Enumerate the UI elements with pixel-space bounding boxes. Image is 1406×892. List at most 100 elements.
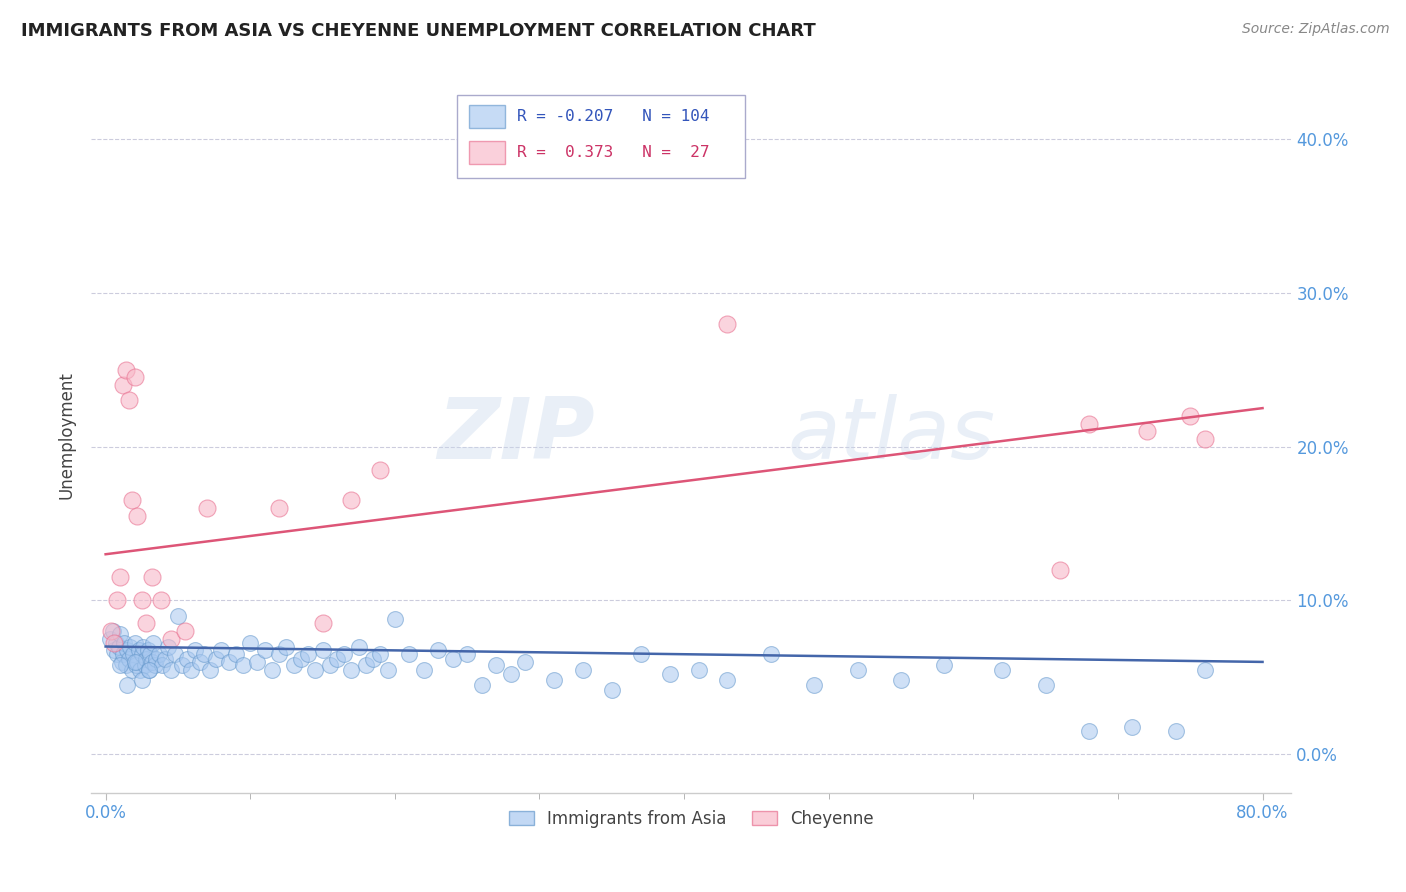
- Text: Source: ZipAtlas.com: Source: ZipAtlas.com: [1241, 22, 1389, 37]
- Point: [135, 616, 157, 631]
- Point: [172, 658, 194, 673]
- Point: [118, 393, 141, 408]
- Point: [117, 642, 139, 657]
- Point: [340, 663, 363, 677]
- Point: [499, 667, 522, 681]
- Point: [283, 658, 305, 673]
- Point: [107, 640, 129, 654]
- Point: [127, 655, 149, 669]
- Y-axis label: Unemployment: Unemployment: [58, 371, 75, 499]
- Point: [572, 663, 595, 677]
- Point: [121, 663, 143, 677]
- Point: [159, 632, 181, 646]
- Text: R =  0.373   N =  27: R = 0.373 N = 27: [517, 145, 710, 160]
- FancyBboxPatch shape: [470, 105, 505, 128]
- Point: [115, 658, 138, 673]
- Point: [108, 627, 131, 641]
- Point: [890, 673, 912, 688]
- Point: [195, 501, 218, 516]
- Point: [1078, 724, 1101, 739]
- Point: [103, 636, 125, 650]
- Point: [134, 658, 156, 673]
- Point: [125, 658, 148, 673]
- Point: [115, 362, 138, 376]
- Point: [122, 647, 145, 661]
- Point: [297, 647, 319, 661]
- Point: [149, 593, 172, 607]
- Point: [153, 652, 176, 666]
- Point: [117, 678, 139, 692]
- Point: [377, 663, 399, 677]
- Point: [1136, 424, 1159, 438]
- Text: IMMIGRANTS FROM ASIA VS CHEYENNE UNEMPLOYMENT CORRELATION CHART: IMMIGRANTS FROM ASIA VS CHEYENNE UNEMPLO…: [21, 22, 815, 40]
- Point: [128, 642, 150, 657]
- Point: [174, 624, 197, 639]
- Text: R = -0.207   N = 104: R = -0.207 N = 104: [517, 110, 710, 124]
- Point: [188, 655, 211, 669]
- Point: [716, 673, 738, 688]
- Legend: Immigrants from Asia, Cheyenne: Immigrants from Asia, Cheyenne: [502, 803, 880, 834]
- Point: [121, 493, 143, 508]
- Point: [225, 647, 247, 661]
- Point: [427, 642, 450, 657]
- Point: [148, 647, 170, 661]
- Point: [138, 663, 160, 677]
- Point: [658, 667, 681, 681]
- Point: [124, 655, 146, 669]
- Point: [688, 663, 710, 677]
- Point: [370, 463, 392, 477]
- Point: [1164, 724, 1187, 739]
- FancyBboxPatch shape: [470, 141, 505, 164]
- Point: [347, 640, 370, 654]
- Point: [716, 317, 738, 331]
- Point: [333, 647, 356, 661]
- Point: [132, 640, 155, 654]
- Point: [1180, 409, 1202, 423]
- Point: [311, 642, 333, 657]
- Point: [370, 647, 392, 661]
- Point: [934, 658, 956, 673]
- Point: [290, 652, 312, 666]
- Point: [340, 493, 363, 508]
- Point: [150, 658, 173, 673]
- Point: [204, 652, 226, 666]
- Point: [142, 636, 165, 650]
- Point: [138, 663, 160, 677]
- Point: [456, 647, 478, 661]
- Point: [1049, 563, 1071, 577]
- Point: [441, 652, 464, 666]
- Point: [246, 655, 269, 669]
- Point: [269, 647, 291, 661]
- Point: [513, 655, 536, 669]
- Point: [131, 593, 153, 607]
- Text: atlas: atlas: [787, 393, 995, 476]
- Point: [124, 370, 146, 384]
- Point: [759, 647, 782, 661]
- Point: [311, 616, 333, 631]
- Point: [103, 642, 125, 657]
- Point: [412, 663, 434, 677]
- Point: [1035, 678, 1057, 692]
- Point: [253, 642, 276, 657]
- Point: [118, 652, 141, 666]
- Point: [471, 678, 494, 692]
- Point: [232, 658, 254, 673]
- FancyBboxPatch shape: [457, 95, 745, 178]
- Point: [108, 570, 131, 584]
- Point: [1194, 432, 1216, 446]
- Point: [260, 663, 283, 677]
- Point: [141, 570, 163, 584]
- Point: [630, 647, 652, 661]
- Point: [104, 636, 127, 650]
- Point: [163, 647, 186, 661]
- Point: [124, 636, 146, 650]
- Point: [209, 642, 232, 657]
- Point: [112, 636, 135, 650]
- Text: ZIP: ZIP: [437, 393, 595, 476]
- Point: [600, 682, 623, 697]
- Point: [111, 647, 134, 661]
- Point: [319, 658, 342, 673]
- Point: [991, 663, 1014, 677]
- Point: [543, 673, 565, 688]
- Point: [110, 655, 132, 669]
